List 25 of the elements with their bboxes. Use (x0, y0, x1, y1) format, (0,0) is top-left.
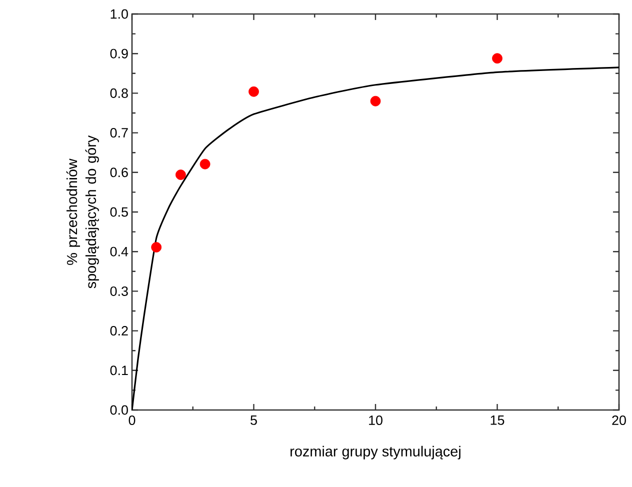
point (176, 170, 186, 180)
line-series (132, 66, 620, 410)
point (248, 86, 259, 97)
x-tick-label: 5 (250, 416, 257, 425)
x-tick-label: 15 (490, 416, 504, 425)
y-tick-label: 0.6 (110, 168, 128, 178)
y-tick-label: 0.5 (110, 207, 128, 217)
y-tick-label: 1.0 (110, 9, 128, 19)
y-tick-label: 0.0 (110, 405, 128, 415)
x-tick-label: 20 (612, 416, 626, 426)
point (492, 53, 502, 64)
y-tick-label: 0.3 (110, 286, 128, 296)
y-tick-label: 0.8 (110, 88, 128, 98)
x-tick-label: 0 (128, 416, 136, 426)
y-axis-title: % przechodniów spoglądających do góry (66, 135, 99, 288)
y-tick-label: 0.7 (110, 128, 128, 138)
y-tick-label: 0.2 (110, 326, 128, 336)
point (370, 96, 381, 106)
point (151, 242, 162, 252)
y-tick-label: 0.4 (110, 246, 128, 256)
y-tick-label: 0.9 (110, 48, 128, 58)
point (200, 158, 210, 170)
x-tick-label: 10 (369, 416, 382, 426)
y-tick-label: 0.1 (110, 366, 128, 376)
x-axis-title: rozmiar grupy stymulującej (290, 446, 460, 460)
